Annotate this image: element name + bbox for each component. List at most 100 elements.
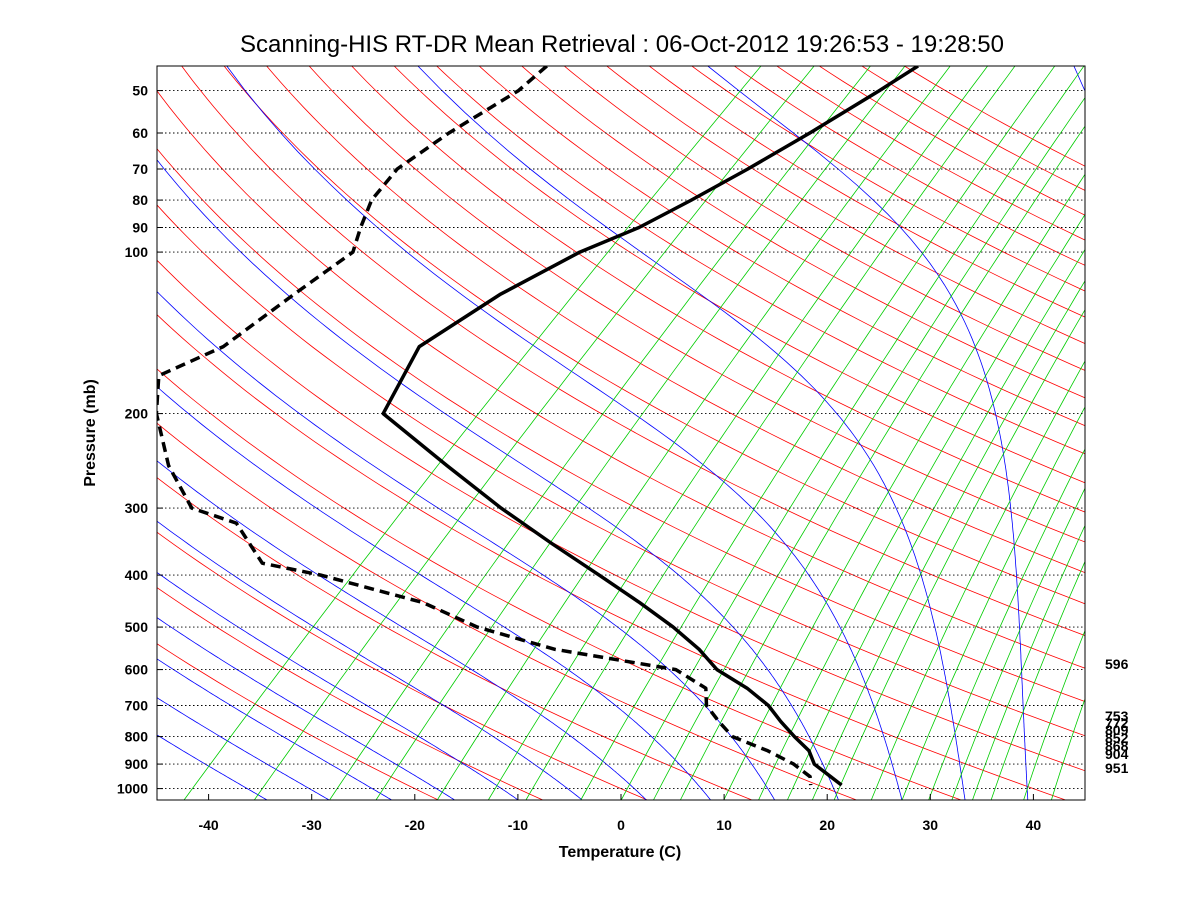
mixing-ratio-line — [786, 248, 1085, 800]
dry-adiabat — [157, 368, 963, 800]
dry-adiabat — [563, 66, 1085, 371]
dry-adiabat — [436, 66, 1085, 455]
dry-adiabat — [776, 66, 1085, 241]
mixing-ratio-line — [525, 66, 1016, 800]
dry-adiabat — [157, 148, 1085, 703]
x-axis-label: Temperature (C) — [559, 844, 681, 861]
y-axis-label: Pressure (mb) — [82, 379, 99, 487]
mixing-ratio-line — [928, 448, 1085, 800]
y-tick-label: 50 — [132, 83, 148, 99]
y-tick-label: 200 — [125, 406, 149, 422]
y-tick-label: 700 — [125, 698, 149, 714]
dry-adiabat — [308, 66, 1085, 543]
moist-adiabat — [157, 658, 393, 800]
side-label: 596 — [1105, 656, 1129, 672]
side-label: 772 — [1105, 715, 1129, 731]
x-tick-label: -20 — [405, 817, 425, 833]
y-tick-label: 90 — [132, 220, 148, 236]
x-tick-label: 20 — [819, 817, 835, 833]
x-tick-label: 30 — [923, 817, 939, 833]
mixing-ratio-line — [487, 66, 989, 800]
dry-adiabat — [733, 66, 1085, 266]
y-tick-label: 800 — [125, 729, 149, 745]
y-tick-label: 80 — [132, 192, 148, 208]
dry-adiabat — [157, 422, 858, 800]
dry-adiabat — [521, 66, 1085, 399]
moist-adiabat — [157, 617, 456, 800]
side-label: 852 — [1105, 730, 1129, 746]
mixing-ratio-line — [811, 280, 1085, 800]
sounding-series — [157, 66, 919, 787]
dry-adiabat — [478, 66, 1085, 427]
dry-adiabat — [157, 90, 1085, 669]
dry-adiabat — [818, 66, 1085, 216]
y-tick-label: 300 — [125, 500, 149, 516]
y-axis-ticks: 50 60 70 80 90 100 200 300 400 500 600 700 800 900 100… — [117, 83, 163, 797]
dry-adiabat — [157, 204, 1085, 737]
dry-adiabat — [648, 66, 1085, 318]
dewpoint-profile-line — [157, 66, 813, 786]
x-tick-label: -10 — [508, 817, 528, 833]
mixing-ratio-line — [183, 66, 762, 800]
x-axis-ticks: -40 -30 -20 -10 0 10 20 30 40 — [198, 794, 1041, 833]
moist-adiabat — [707, 66, 1029, 800]
mixing-ratio-line — [901, 406, 1085, 800]
side-label: 904 — [1105, 746, 1129, 762]
mixing-ratio-line — [723, 173, 1085, 800]
mixing-ratio-line — [1023, 629, 1085, 800]
mixing-ratio-line — [329, 66, 871, 800]
moist-adiabat — [226, 66, 903, 800]
y-tick-label: 1000 — [117, 781, 148, 797]
mixing-ratio-line — [620, 66, 1085, 800]
dry-adiabat — [351, 66, 1085, 513]
pressure-gridlines — [157, 90, 1085, 790]
y-tick-label: 400 — [125, 567, 149, 583]
background-lines — [157, 66, 1085, 800]
mixing-ratio-line — [833, 308, 1085, 800]
side-label: 868 — [1105, 738, 1129, 754]
mixing-ratio-line — [679, 125, 1085, 800]
x-tick-label: 40 — [1026, 817, 1042, 833]
moist-adiabat — [157, 697, 330, 800]
mixing-ratio-line — [758, 213, 1085, 800]
dry-adiabat — [157, 643, 440, 800]
mixing-ratio-line — [653, 96, 1085, 800]
dry-adiabat — [393, 66, 1085, 484]
mixing-ratio-line — [951, 487, 1085, 800]
y-tick-label: 600 — [125, 662, 149, 678]
dry-adiabat — [157, 477, 753, 800]
moist-adiabat — [157, 734, 268, 800]
side-label: 951 — [1105, 760, 1129, 776]
dry-adiabat — [157, 531, 649, 800]
x-tick-label: -40 — [198, 817, 218, 833]
chart-title: Scanning-HIS RT-DR Mean Retrieval : 06-O… — [240, 31, 1004, 58]
dry-adiabat — [157, 314, 1067, 800]
moist-adiabat — [157, 571, 519, 800]
mixing-ratio-line — [972, 524, 1085, 800]
x-tick-label: 10 — [716, 817, 732, 833]
dry-adiabat — [266, 66, 1085, 574]
mixing-ratio-line — [436, 66, 951, 800]
y-tick-label: 500 — [125, 619, 149, 635]
y-tick-label: 900 — [125, 756, 149, 772]
moist-adiabat — [157, 460, 647, 800]
mixing-ratio-line — [870, 360, 1085, 800]
side-label: 753 — [1105, 708, 1129, 724]
moist-adiabat — [157, 386, 712, 800]
mixing-ratio-line — [253, 66, 815, 800]
dry-adiabat — [691, 66, 1085, 292]
y-tick-label: 100 — [125, 244, 149, 260]
dry-adiabat — [861, 66, 1085, 191]
x-tick-label: 0 — [617, 817, 625, 833]
mixing-ratio-line — [990, 560, 1085, 800]
temperature-profile-line — [381, 66, 919, 787]
x-tick-label: -30 — [302, 817, 322, 833]
mixing-ratio-line — [375, 66, 906, 800]
dry-adiabat — [157, 259, 1085, 772]
dry-adiabat — [181, 66, 1085, 637]
moist-adiabat — [417, 66, 966, 800]
moist-adiabat — [157, 290, 776, 800]
y-tick-label: 70 — [132, 161, 148, 177]
